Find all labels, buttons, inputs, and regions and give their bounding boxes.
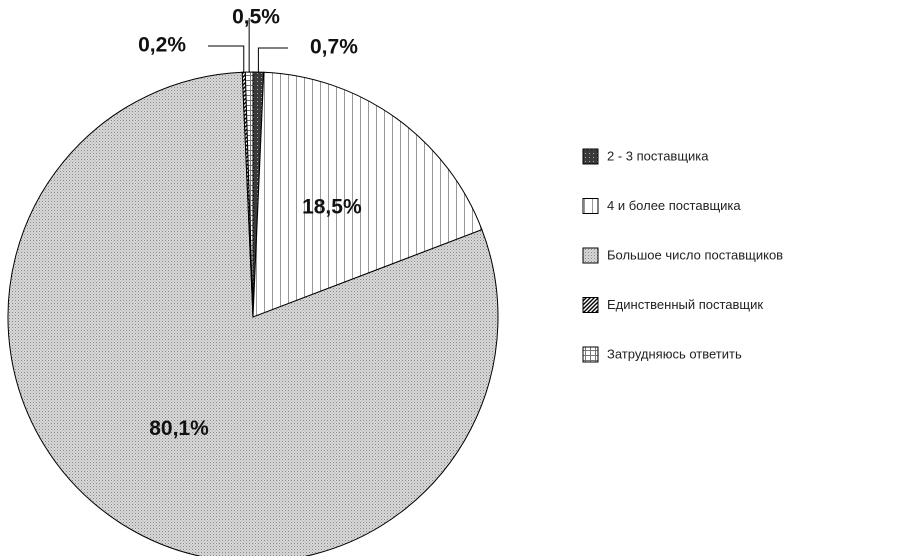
leader-line [257,47,288,73]
legend-label: Затрудняюсь ответить [607,346,742,361]
legend-label: 2 - 3 поставщика [607,148,709,163]
legend-label: 4 и более поставщика [607,198,741,213]
slice [7,71,499,556]
legend-swatch [582,346,599,363]
legend-label: Единственный поставщик [607,297,763,312]
data-label: 0,5% [232,6,280,29]
legend-swatch [582,198,599,214]
slice [252,71,483,318]
data-label: 0,7% [310,36,358,59]
labels: 0,7% 18,5% 80,1% 0,2% 0,5% [138,6,362,441]
data-label: 18,5% [302,195,362,218]
pie [7,71,499,556]
legend-label: Большое число поставщиков [607,247,783,262]
legend-swatch [582,247,599,264]
legend-swatch [582,148,599,165]
data-label: 80,1% [149,417,209,440]
legend: 2 - 3 поставщика 4 и более поставщика Боль… [582,148,783,363]
legend-swatch [582,297,599,313]
data-label: 0,2% [138,34,186,57]
leader-line [208,45,245,73]
